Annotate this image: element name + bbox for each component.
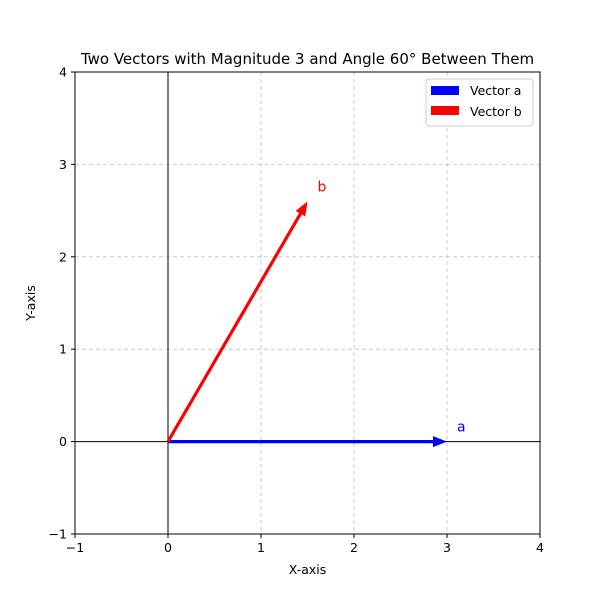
vectors: ab: [166, 180, 466, 448]
x-tick-label: 1: [257, 540, 265, 555]
vector-b-arrow: [166, 201, 308, 443]
y-tick-label: 2: [59, 249, 67, 264]
vector-b-label: b: [318, 180, 327, 196]
x-tick-label: 4: [536, 540, 544, 555]
y-tick-label: 4: [59, 65, 67, 80]
y-tick-label: 0: [59, 434, 67, 449]
plot-frame: [74, 71, 541, 535]
x-axis-label: X-axis: [289, 562, 327, 577]
x-tick-label: −1: [66, 540, 84, 555]
vector-a-label: a: [457, 420, 466, 436]
ticks: −1 0 1 2 3 4 −1 0 1 2 3 4: [49, 65, 544, 556]
vector-a-arrow: [168, 436, 447, 448]
legend-label-vector-b: Vector b: [470, 104, 522, 119]
x-tick-label: 2: [350, 540, 358, 555]
y-tick-label: 1: [59, 342, 67, 357]
legend-swatch-vector-a: [431, 86, 459, 95]
x-tick-label: 3: [443, 540, 451, 555]
y-tick-label: 3: [59, 157, 67, 172]
legend: Vector a Vector b: [425, 78, 534, 127]
y-tick-label: −1: [49, 527, 67, 542]
x-tick-label: 0: [164, 540, 172, 555]
y-axis-label: Y-axis: [23, 285, 38, 322]
legend-label-vector-a: Vector a: [470, 83, 521, 98]
chart-title: Two Vectors with Magnitude 3 and Angle 6…: [80, 50, 534, 68]
legend-swatch-vector-b: [431, 106, 459, 115]
plot-area: [75, 72, 540, 534]
